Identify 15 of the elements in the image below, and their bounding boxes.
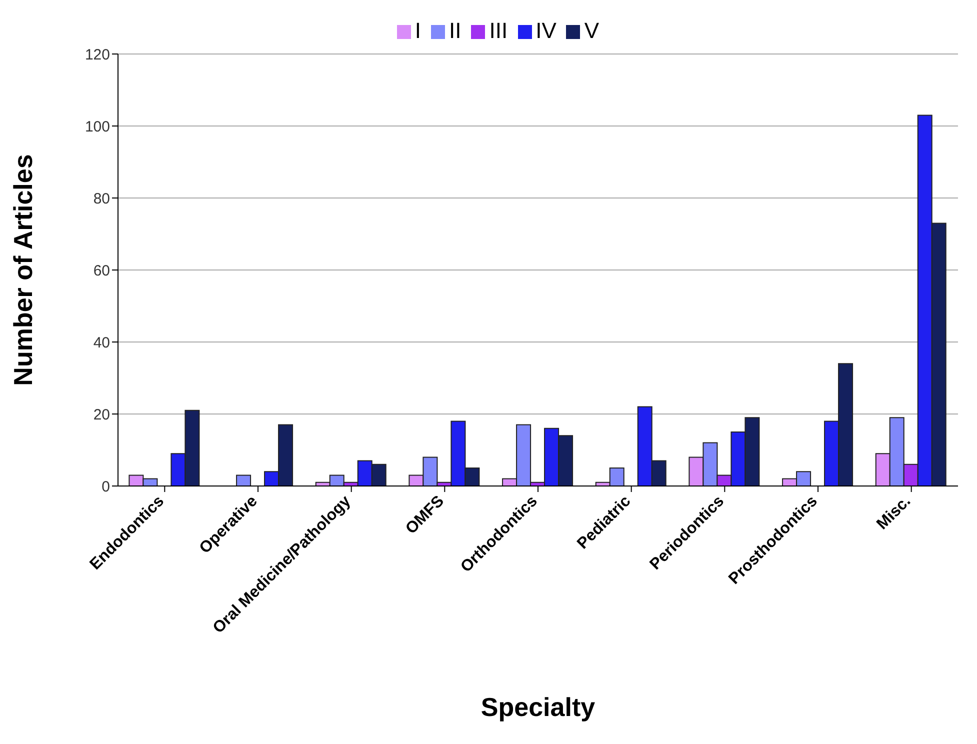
legend-label: V <box>584 18 600 43</box>
bar <box>236 474 252 486</box>
y-tick-label: 120 <box>84 46 110 64</box>
y-tick-label: 20 <box>93 406 110 424</box>
legend-label: I <box>414 18 422 43</box>
x-axis-title: Specialty <box>480 692 596 722</box>
y-axis-title: Number of Articles <box>8 154 38 386</box>
y-tick-label: 60 <box>93 262 110 280</box>
legend-label: IV <box>536 18 556 43</box>
y-tick-label: 80 <box>93 190 110 208</box>
y-tick-label: 40 <box>93 334 110 352</box>
legend-label: II <box>449 18 462 43</box>
y-tick-label: 100 <box>84 118 110 136</box>
legend-label: III <box>489 18 508 43</box>
y-tick-label: 0 <box>102 478 110 496</box>
